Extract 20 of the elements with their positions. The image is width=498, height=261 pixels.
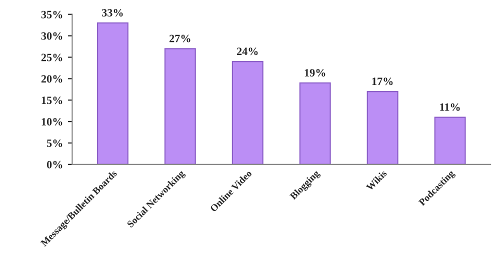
bar — [299, 82, 331, 164]
bar — [232, 60, 264, 164]
y-tick-label: 15% — [42, 96, 62, 104]
y-tick-label: 10% — [42, 118, 62, 126]
bar — [164, 48, 196, 164]
data-label: 17% — [372, 78, 393, 86]
data-label: 24% — [236, 48, 258, 56]
data-label: 33% — [102, 9, 123, 17]
y-tick-label: 0% — [46, 160, 62, 168]
data-label: 19% — [304, 69, 326, 77]
y-tick-label: 25% — [41, 54, 62, 62]
bar — [96, 22, 128, 164]
data-label: 27% — [170, 34, 190, 42]
y-tick-label: 5% — [46, 139, 62, 147]
data-label: 11% — [440, 103, 460, 111]
y-tick-label: 20% — [41, 75, 62, 83]
bar — [434, 116, 466, 164]
bar — [366, 90, 398, 164]
y-tick-label: 30% — [41, 32, 62, 40]
y-tick-label: 35% — [41, 10, 62, 18]
